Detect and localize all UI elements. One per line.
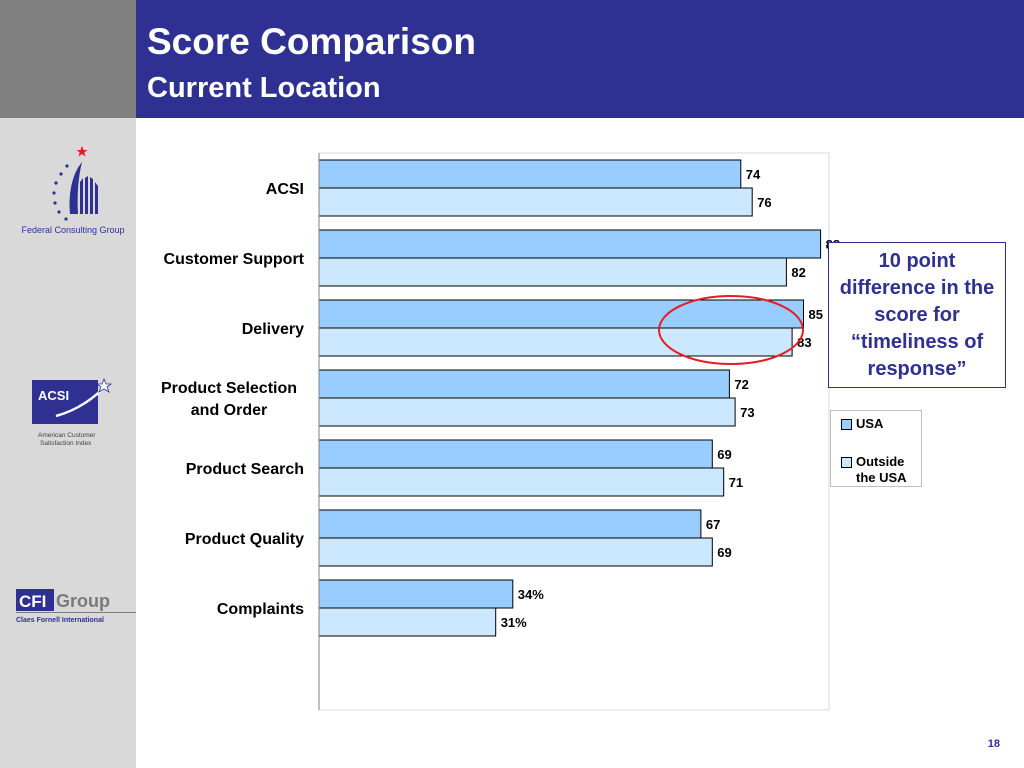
legend-label-line: the USA (856, 470, 907, 485)
bar-outside-usa-6 (318, 607, 497, 637)
value-label-outside-usa-3: 73 (740, 405, 754, 420)
cfi-group-logo: CFI Group Claes Fornell International (16, 589, 136, 624)
corner-block (0, 0, 136, 118)
value-label-outside-usa-0: 76 (757, 195, 771, 210)
value-label-usa-6: 34% (518, 587, 544, 602)
category-label-6: Complaints (217, 601, 304, 618)
category-label-1: Customer Support (164, 251, 305, 268)
callout-text: 10 point difference in the score for “ti… (839, 249, 995, 380)
value-label-usa-3: 72 (734, 377, 748, 392)
legend-label-line: USA (856, 416, 884, 431)
legend-item-usa: USA (841, 416, 883, 432)
bar-outside-usa-2 (318, 327, 793, 357)
bar-usa-0 (318, 159, 742, 189)
value-label-usa-5: 67 (706, 517, 720, 532)
bar-usa-1 (318, 229, 822, 259)
category-label-0: ACSI (266, 181, 304, 198)
bar-usa-3 (318, 369, 730, 399)
slide-title: Score Comparison (147, 21, 476, 62)
bar-outside-usa-5 (318, 537, 713, 567)
value-label-usa-4: 69 (717, 447, 731, 462)
legend-label-usa: USA (856, 416, 883, 432)
bar-outside-usa-3 (318, 397, 736, 427)
acsi-logo-mark: ACSI (38, 388, 69, 403)
bar-outside-usa-4 (318, 467, 725, 497)
bar-usa-6 (318, 579, 514, 609)
value-label-usa-2: 85 (809, 307, 823, 322)
acsi-logo-name-line1: American Customer (38, 432, 96, 439)
cfi-logo-tagline: Claes Fornell International (16, 617, 104, 624)
fcg-caption: Federal Consulting Group (21, 225, 125, 235)
category-label-3: Product Selection (161, 380, 297, 397)
category-label-2: Delivery (242, 321, 304, 338)
federal-consulting-group-logo (52, 146, 98, 221)
bar-usa-2 (318, 299, 804, 329)
value-label-outside-usa-4: 71 (729, 475, 743, 490)
bar-usa-5 (318, 509, 702, 539)
cfi-logo-mark: CFI (19, 592, 46, 611)
value-label-usa-0: 74 (746, 167, 761, 182)
value-label-outside-usa-6: 31% (501, 615, 527, 630)
title-bar (136, 0, 1024, 118)
highlight-ring (658, 295, 804, 365)
category-label-4: Product Search (186, 461, 304, 478)
legend: USA Outside the USA (830, 410, 922, 487)
page-number: 18 (987, 738, 1000, 750)
value-label-outside-usa-1: 82 (791, 265, 805, 280)
labels-layer: 7476ACSI8882Customer Support8583Delivery… (161, 167, 840, 630)
legend-swatch-outside-usa (841, 457, 852, 468)
acsi-logo: ACSI American Customer Satisfaction Inde… (32, 377, 113, 447)
legend-item-outside-usa: Outside the USA (841, 454, 907, 486)
value-label-outside-usa-5: 69 (717, 545, 731, 560)
legend-label-line: Outside (856, 454, 905, 469)
bar-outside-usa-1 (318, 257, 787, 287)
callout-box: 10 point difference in the score for “ti… (828, 242, 1006, 388)
slide-subtitle: Current Location (147, 72, 381, 104)
bar-usa-4 (318, 439, 713, 469)
cfi-logo-word: Group (56, 591, 110, 611)
legend-label-outside-usa: Outside the USA (856, 454, 907, 486)
legend-swatch-usa (841, 419, 852, 430)
bar-outside-usa-0 (318, 187, 753, 217)
bars-layer (318, 159, 822, 637)
category-label-3: and Order (191, 402, 267, 419)
acsi-logo-name-line2: Satisfaction Index (40, 440, 92, 447)
category-label-5: Product Quality (185, 531, 304, 548)
